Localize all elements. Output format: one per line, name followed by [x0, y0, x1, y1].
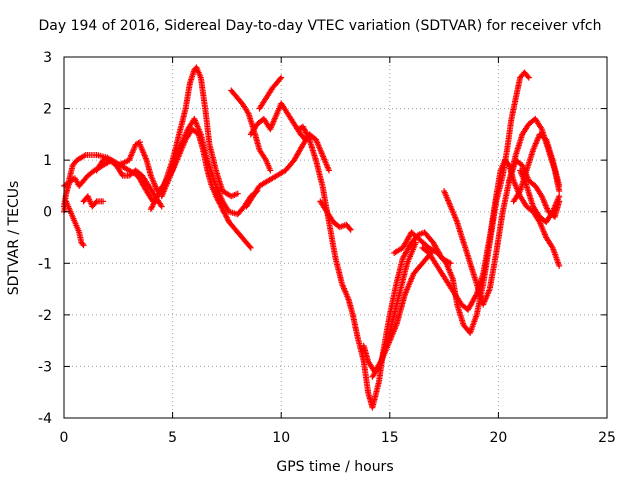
data-point-markers — [517, 167, 563, 226]
series-satellite-track-12 — [256, 74, 285, 112]
x-axis-label: GPS time / hours — [276, 459, 393, 475]
series-satellite-track-22 — [517, 167, 563, 226]
x-tick-label: 15 — [381, 430, 399, 446]
series-satellite-track-18 — [419, 157, 563, 313]
data-point-markers — [317, 198, 354, 233]
data-point-markers — [228, 87, 274, 174]
series-satellite-track-16 — [369, 249, 435, 380]
series-satellite-track-9 — [228, 87, 274, 174]
plot-frame — [63, 56, 608, 419]
series-satellite-track-19 — [441, 157, 563, 308]
chart-title: Day 194 of 2016, Sidereal Day-to-day VTE… — [38, 18, 601, 34]
y-tick-label: 3 — [43, 50, 52, 66]
data-point-markers — [369, 249, 435, 380]
data-point-markers — [256, 74, 285, 112]
x-tick-label: 5 — [168, 430, 177, 446]
y-tick-label: -3 — [38, 359, 52, 375]
data-marks-layer — [61, 64, 563, 411]
x-tick-label: 0 — [60, 430, 69, 446]
series-satellite-track-8 — [158, 115, 261, 218]
y-axis-label: SDTVAR / TECUs — [6, 181, 22, 296]
y-tick-label: 2 — [43, 102, 52, 118]
ticks-layer: 0 5 10 15 20 25 -4 -3 -2 -1 0 1 2 3 — [38, 50, 616, 446]
data-point-markers — [441, 157, 563, 308]
y-tick-label: 1 — [43, 153, 52, 169]
data-point-markers — [419, 157, 563, 313]
series-satellite-track-4 — [80, 193, 107, 210]
data-point-markers — [158, 115, 261, 218]
x-tick-label: 20 — [489, 430, 507, 446]
y-tick-label: -2 — [38, 308, 52, 324]
y-tick-label: -4 — [38, 411, 52, 427]
series-satellite-track-14 — [317, 198, 354, 233]
y-tick-label: -1 — [38, 256, 52, 272]
data-point-markers — [80, 193, 107, 210]
y-tick-label: 0 — [43, 205, 52, 221]
x-tick-label: 25 — [598, 430, 616, 446]
x-tick-label: 10 — [272, 430, 290, 446]
